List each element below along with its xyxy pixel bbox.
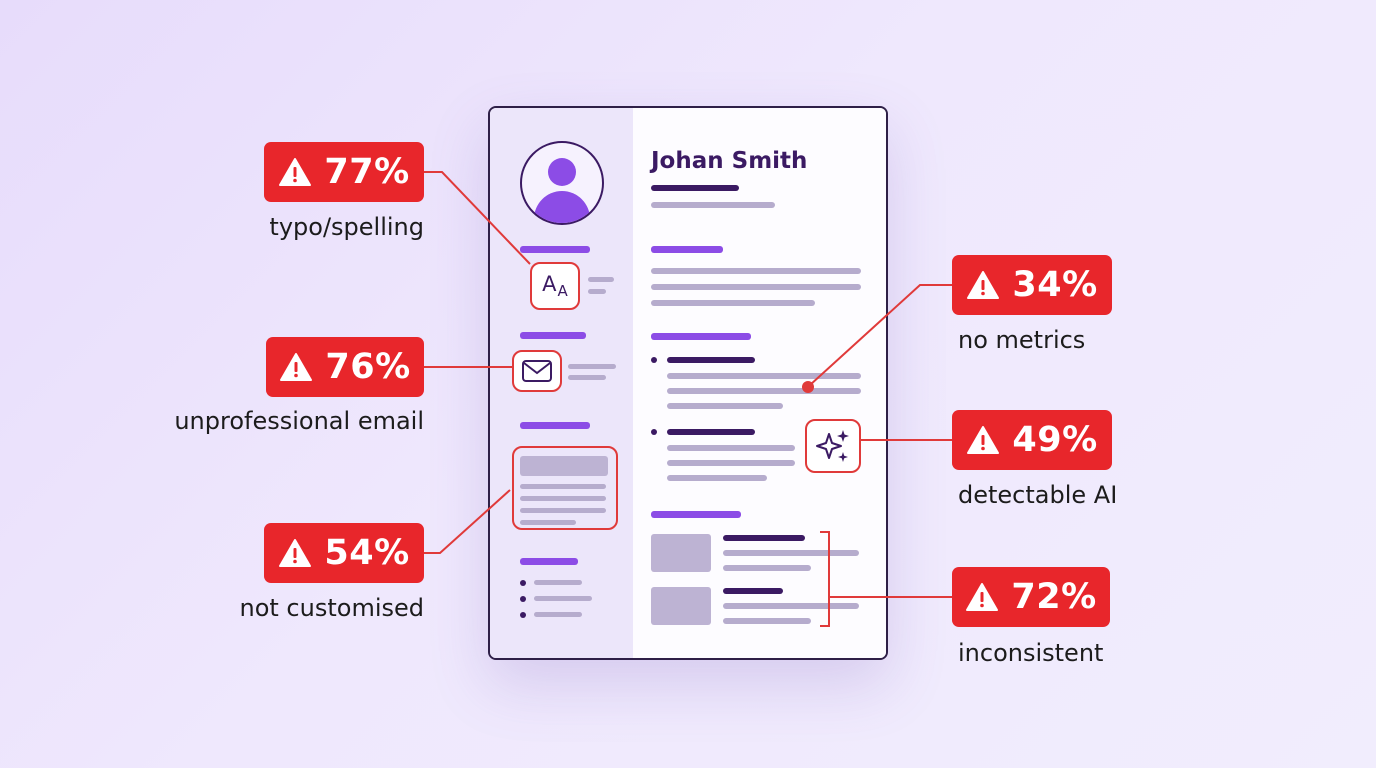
main-text-bar — [723, 603, 859, 609]
sidebar-text-bar — [568, 375, 606, 380]
envelope-icon — [522, 360, 552, 382]
sidebar-heading-bar — [520, 558, 578, 565]
main-subheading-bar — [667, 357, 755, 363]
badge-typo: 77% — [264, 142, 424, 202]
sidebar-text-bar — [520, 508, 606, 513]
typography-big-letter: A — [542, 271, 557, 296]
warning-triangle-icon — [967, 271, 1000, 299]
sidebar-text-bar — [568, 364, 616, 369]
main-text-bar — [667, 403, 783, 409]
job-title-bar — [651, 185, 739, 191]
main-text-bar — [651, 268, 861, 274]
label-ai: detectable AI — [958, 481, 1118, 509]
main-text-bar — [651, 300, 815, 306]
typography-small-letter: A — [557, 281, 568, 300]
avatar-head — [548, 158, 576, 186]
sidebar-text-bar — [588, 289, 606, 294]
warning-triangle-icon — [966, 583, 999, 611]
sidebar-text-bar — [520, 520, 576, 525]
warning-triangle-icon — [967, 426, 1000, 454]
main-placeholder-block — [651, 534, 711, 572]
main-subheading-bar — [667, 429, 755, 435]
main-text-bar — [723, 565, 811, 571]
typo-highlight: AA — [530, 262, 580, 310]
badge-email-percent: 76% — [325, 346, 411, 387]
badge-inconsistent: 72% — [952, 567, 1110, 627]
label-inconsistent: inconsistent — [958, 639, 1104, 667]
generic-section-highlight — [512, 446, 618, 530]
sidebar-text-bar — [534, 596, 592, 601]
sidebar-text-bar — [534, 580, 582, 585]
badge-metrics-percent: 34% — [1012, 264, 1098, 305]
badge-email: 76% — [266, 337, 424, 397]
badge-metrics: 34% — [952, 255, 1112, 315]
sidebar-bullet — [520, 612, 526, 618]
main-bullet — [651, 357, 657, 363]
resume-sidebar: AA — [490, 108, 633, 658]
sidebar-bullet — [520, 596, 526, 602]
main-text-bar — [651, 284, 861, 290]
main-heading-bar — [651, 333, 751, 340]
avatar — [520, 141, 604, 225]
label-typo: typo/spelling — [269, 213, 424, 241]
badge-inconsistent-percent: 72% — [1011, 576, 1097, 617]
label-email: unprofessional email — [174, 407, 424, 435]
main-text-bar — [667, 388, 861, 394]
main-placeholder-block — [651, 587, 711, 625]
avatar-body — [534, 191, 590, 223]
main-heading-bar — [651, 511, 741, 518]
main-text-bar — [723, 618, 811, 624]
sparkle-icon — [816, 430, 849, 462]
main-bullet — [651, 429, 657, 435]
contact-bar — [651, 202, 775, 208]
main-subheading-bar — [723, 535, 805, 541]
warning-triangle-icon — [279, 539, 312, 567]
sidebar-bullet — [520, 580, 526, 586]
badge-custom: 54% — [264, 523, 424, 583]
main-text-bar — [723, 550, 859, 556]
inconsistency-bracket — [820, 531, 830, 627]
main-heading-bar — [651, 246, 723, 253]
sidebar-placeholder-block — [520, 456, 608, 476]
badge-custom-percent: 54% — [324, 532, 410, 573]
main-text-bar — [667, 373, 861, 379]
email-highlight — [512, 350, 562, 392]
sidebar-text-bar — [534, 612, 582, 617]
main-subheading-bar — [723, 588, 783, 594]
sidebar-text-bar — [588, 277, 614, 282]
badge-typo-percent: 77% — [324, 151, 410, 192]
candidate-name: Johan Smith — [651, 148, 808, 174]
badge-ai-percent: 49% — [1012, 419, 1098, 460]
warning-triangle-icon — [279, 158, 312, 186]
badge-ai: 49% — [952, 410, 1112, 470]
warning-triangle-icon — [280, 353, 313, 381]
sidebar-heading-bar — [520, 332, 586, 339]
typography-icon: AA — [542, 271, 568, 300]
resume-document: AA Johan Smith — [488, 106, 888, 660]
label-custom: not customised — [239, 594, 425, 622]
sidebar-heading-bar — [520, 422, 590, 429]
label-metrics: no metrics — [958, 326, 1086, 354]
main-text-bar — [667, 445, 795, 451]
sidebar-text-bar — [520, 484, 606, 489]
sidebar-heading-bar — [520, 246, 590, 253]
main-text-bar — [667, 460, 795, 466]
ai-highlight — [805, 419, 861, 473]
sidebar-text-bar — [520, 496, 606, 501]
main-text-bar — [667, 475, 767, 481]
